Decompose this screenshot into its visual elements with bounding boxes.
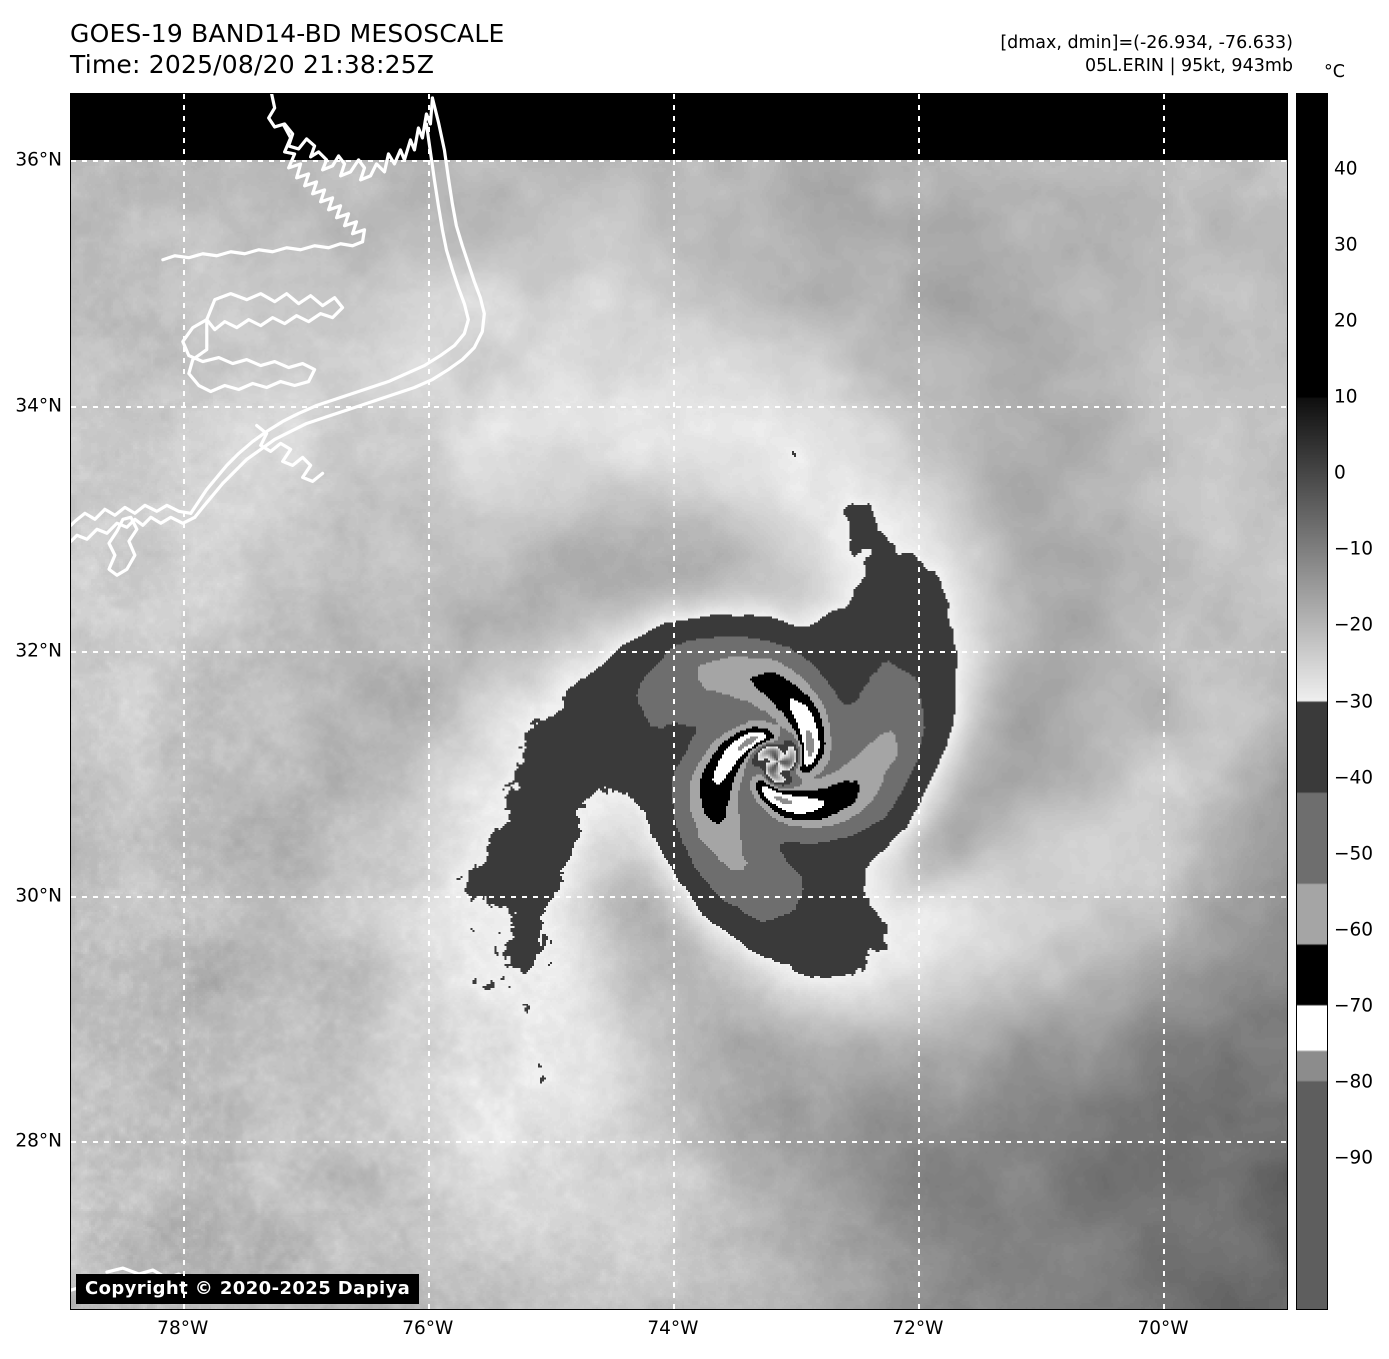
colorbar-gradient [1297,94,1327,1309]
latitude-tick-label: 36°N [15,149,62,171]
page-title: GOES-19 BAND14-BD MESOSCALE Time: 2025/0… [70,18,504,80]
infrared-brightness-temperature-heatmap [71,94,1287,1309]
product-title: GOES-19 BAND14-BD MESOSCALE [70,19,505,48]
colorbar-tick-label: 0 [1334,462,1346,484]
colorbar-tick-label: −30 [1334,691,1374,712]
dmax-dmin-readout: [dmax, dmin]=(-26.934, -76.633) [1000,33,1293,53]
colorbar-tick-label: −40 [1334,767,1374,789]
longitude-tick-label: 74°W [647,1318,699,1339]
observation-time: Time: 2025/08/20 21:38:25Z [70,50,435,79]
colorbar-unit-label: °C [1324,62,1345,82]
latitude-tick-label: 32°N [15,640,62,662]
colorbar-tick-label: −50 [1334,843,1374,865]
colorbar-tick-label: −90 [1334,1147,1374,1169]
colorbar-tick-label: −20 [1334,614,1374,636]
latitude-tick-label: 34°N [15,395,62,417]
colorbar-tick-label: 30 [1334,234,1358,256]
copyright-badge: Copyright © 2020-2025 Dapiya [76,1274,420,1304]
scan-metadata: [dmax, dmin]=(-26.934, -76.633) 05L.ERIN… [1000,32,1293,78]
colorbar-tick-label: 10 [1334,386,1358,408]
colorbar-tick-label: 20 [1334,310,1358,332]
satellite-image-panel: Copyright © 2020-2025 Dapiya [70,93,1288,1310]
colorbar-tick-label: −60 [1334,919,1374,941]
storm-info-readout: 05L.ERIN | 95kt, 943mb [1084,56,1293,76]
colorbar-tick-label: −10 [1334,538,1374,560]
longitude-tick-label: 76°W [402,1318,454,1339]
colorbar-tick-label: 40 [1334,158,1358,180]
longitude-tick-label: 72°W [892,1318,944,1339]
temperature-colorbar [1296,93,1328,1310]
longitude-tick-label: 70°W [1137,1318,1189,1339]
latitude-tick-label: 28°N [15,1130,62,1152]
colorbar-tick-label: −80 [1334,1071,1374,1093]
colorbar-tick-label: −70 [1334,995,1374,1017]
latitude-tick-label: 30°N [15,885,62,907]
longitude-tick-label: 78°W [157,1318,209,1339]
